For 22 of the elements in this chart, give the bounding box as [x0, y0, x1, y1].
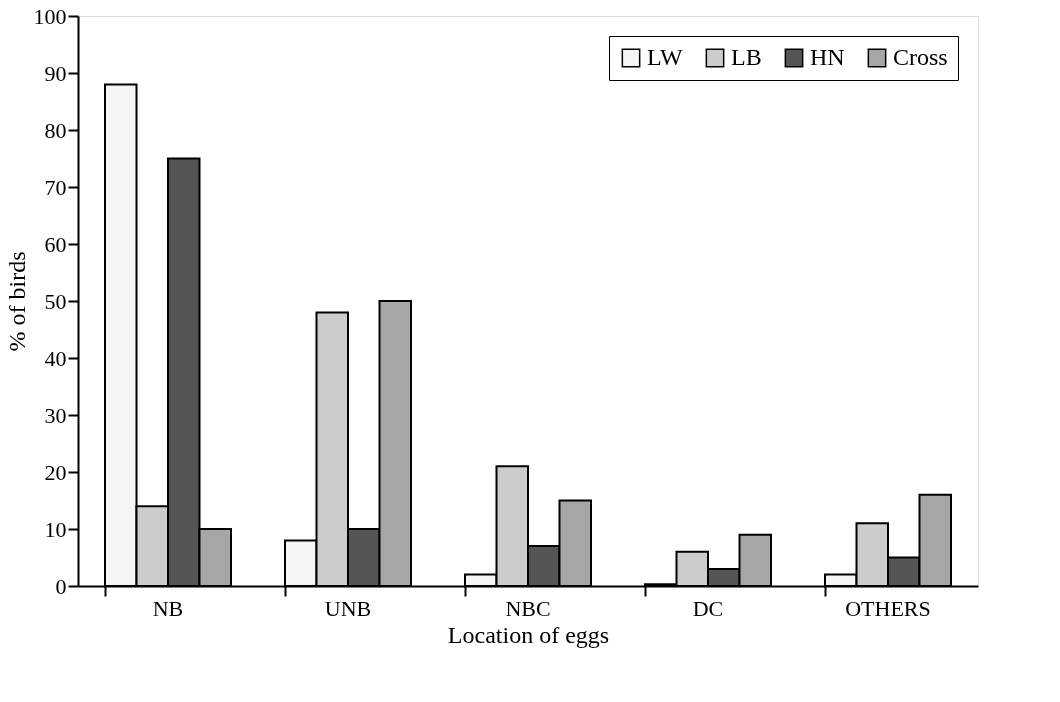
y-tick-label: 40 [44, 345, 67, 371]
y-tick-label: 50 [44, 288, 67, 314]
y-tick-label: 10 [44, 516, 67, 542]
y-tick-label: 0 [55, 573, 67, 599]
x-tick-label: NBC [505, 595, 551, 621]
x-axis-title: Location of eggs [447, 621, 610, 648]
x-tick-label: UNB [324, 595, 372, 621]
y-tick-label: 80 [44, 117, 67, 143]
y-tick-label: 30 [44, 402, 67, 428]
y-tick-label: 100 [33, 3, 67, 29]
x-tick-label: NB [152, 595, 184, 621]
y-axis-title: % of birds [3, 251, 30, 352]
y-tick-label: 60 [44, 231, 67, 257]
x-tick-label: OTHERS [845, 595, 931, 621]
y-tick-label: 70 [44, 174, 67, 200]
legend-label: HN [810, 44, 845, 70]
y-tick-label: 20 [44, 459, 67, 485]
legend-label: LB [731, 44, 762, 70]
y-tick-label: 90 [44, 60, 67, 86]
legend-label: Cross [893, 44, 948, 70]
x-tick-label: DC [692, 595, 724, 621]
legend-label: LW [647, 44, 683, 70]
